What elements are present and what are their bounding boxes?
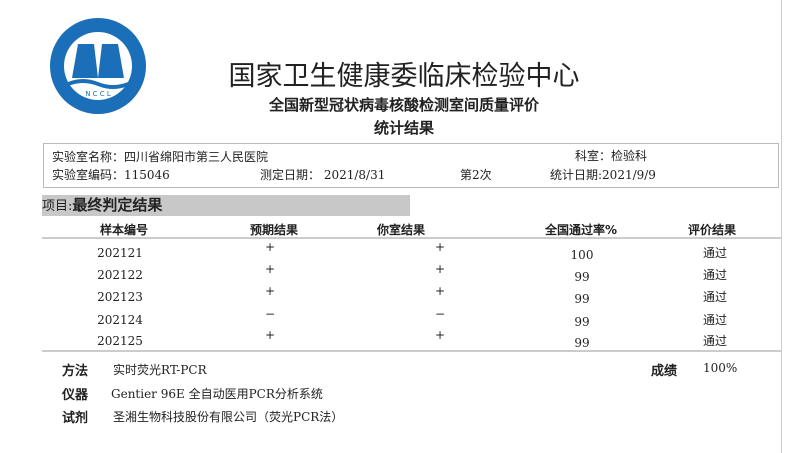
lab-code: 实验室编码：115046 (52, 168, 170, 182)
lab-info-box: 实验室名称：四川省绵阳市第三人民医院 科室：检验科 实验室编码：115046 测… (43, 143, 779, 188)
cell-expected-result: + (264, 240, 276, 254)
cell-sample-id: 202122 (97, 268, 143, 282)
instrument-value: Gentier 96E 全自动医用PCR分析系统 (111, 387, 323, 401)
nccl-logo: N C C L (50, 18, 146, 114)
project-name: 最终判定结果 (72, 196, 163, 214)
cell-sample-id: 202124 (97, 313, 143, 327)
test-date: 测定日期： 2021/8/31 (260, 168, 386, 182)
lab-name: 实验室名称：四川省绵阳市第三人民医院 (52, 150, 269, 164)
cell-evaluation: 通过 (702, 313, 727, 327)
cell-your-result: + (434, 240, 446, 254)
cell-expected-result: − (264, 307, 276, 321)
score-label: 成绩 (651, 364, 678, 379)
instrument-label: 仪器 (62, 388, 89, 403)
method-value: 实时荧光RT-PCR (113, 363, 207, 377)
cell-evaluation: 通过 (702, 290, 727, 304)
col-evaluation: 评价结果 (688, 223, 737, 237)
cell-pass-rate: 99 (574, 270, 590, 284)
cell-sample-id: 202121 (97, 246, 143, 260)
department: 科室：检验科 (575, 149, 648, 163)
page-title: 国家卫生健康委临床检验中心 (228, 61, 580, 92)
cell-evaluation: 通过 (702, 246, 727, 260)
method-label: 方法 (62, 364, 89, 379)
cell-sample-id: 202123 (97, 290, 143, 304)
cell-evaluation: 通过 (702, 268, 727, 282)
cell-pass-rate: 99 (574, 315, 590, 329)
cell-your-result: + (434, 328, 446, 342)
footer-rule (42, 350, 782, 352)
cell-pass-rate: 100 (570, 248, 594, 262)
reagent-value: 圣湘生物科技股份有限公司（荧光PCR法） (113, 410, 344, 424)
cell-pass-rate: 99 (574, 336, 590, 350)
col-sample-id: 样本编号 (100, 223, 149, 237)
cell-your-result: − (434, 307, 446, 321)
cell-expected-result: + (264, 328, 276, 342)
col-your-result: 你室结果 (377, 223, 426, 237)
cell-your-result: + (434, 284, 446, 298)
round: 第2次 (460, 168, 492, 182)
score-value: 100% (703, 361, 738, 375)
page-border (781, 0, 782, 453)
col-expected: 预期结果 (250, 223, 299, 237)
cell-sample-id: 202125 (97, 334, 143, 348)
page-subtitle: 全国新型冠状病毒核酸检测室间质量评价 (268, 96, 539, 114)
cell-expected-result: + (264, 284, 276, 298)
page-subtitle-2: 统计结果 (373, 119, 434, 137)
project-label: 项目: (42, 199, 73, 214)
stat-date: 统计日期:2021/9/9 (550, 168, 656, 182)
cell-expected-result: + (264, 262, 276, 276)
header-rule (42, 237, 782, 239)
reagent-label: 试剂 (62, 411, 89, 426)
project-bar: 项目:最终判定结果 (42, 195, 410, 216)
svg-text:N C C L: N C C L (85, 90, 111, 98)
col-pass-rate: 全国通过率% (545, 223, 618, 237)
cell-pass-rate: 99 (574, 292, 590, 306)
cell-your-result: + (434, 262, 446, 276)
cell-evaluation: 通过 (702, 334, 727, 348)
